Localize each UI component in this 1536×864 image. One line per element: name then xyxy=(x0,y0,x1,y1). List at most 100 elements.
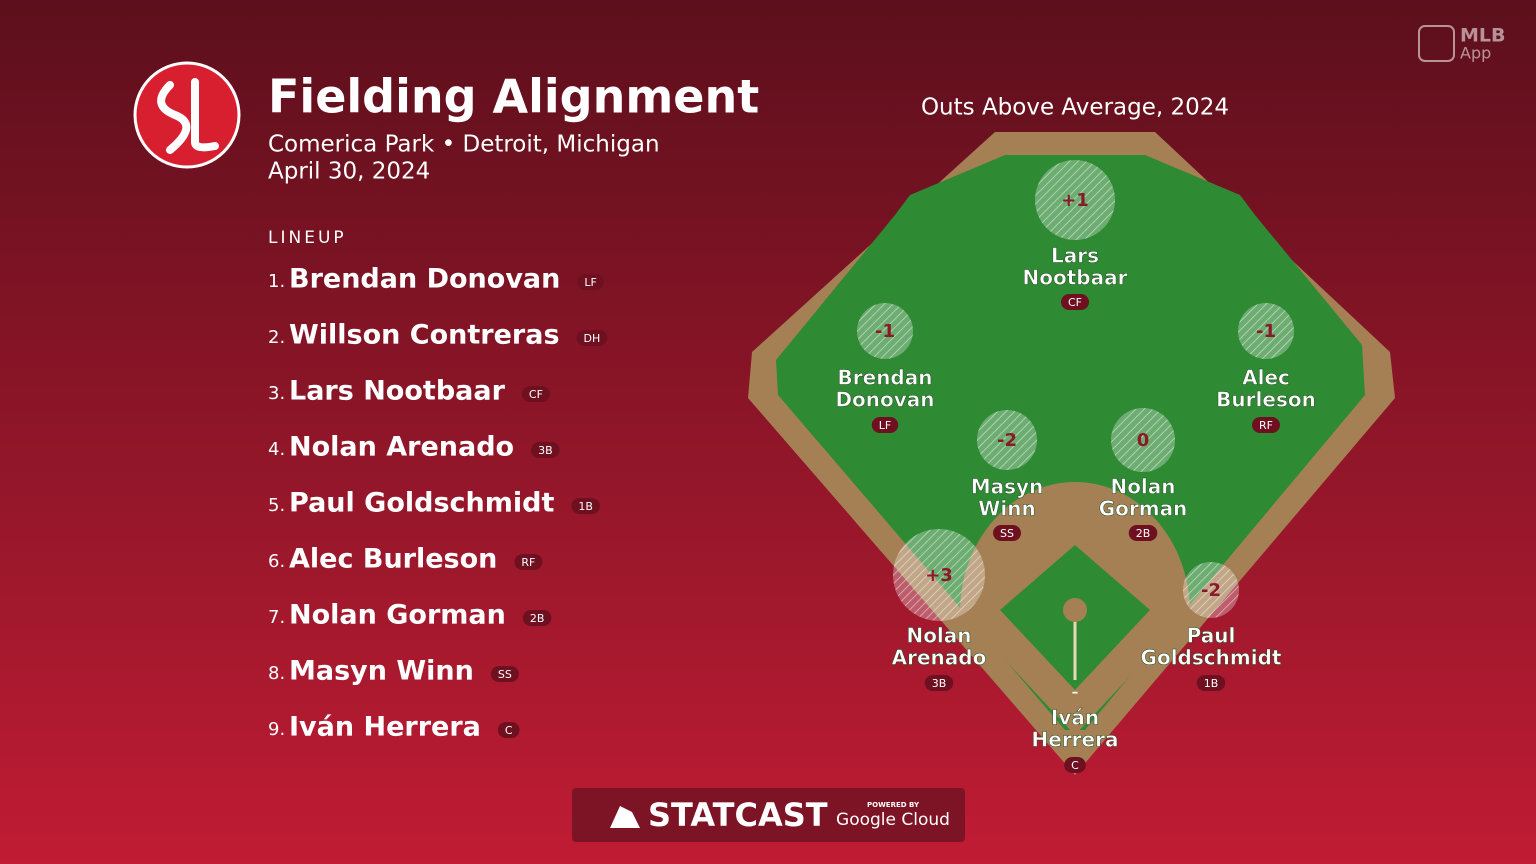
position-badge-text: 3B xyxy=(932,677,947,690)
lineup-order: 2. xyxy=(268,327,285,348)
lineup-order: 6. xyxy=(268,551,285,572)
oaa-hatch xyxy=(1111,408,1175,472)
oaa-hatch xyxy=(1035,160,1115,240)
oaa-value: +1 xyxy=(1061,190,1089,211)
player-name: Nolan xyxy=(1110,475,1175,499)
position-badge-text: LF xyxy=(584,276,596,289)
position-badge-text: 1B xyxy=(1204,677,1219,690)
oaa-hatch xyxy=(977,410,1037,470)
lineup-order: 3. xyxy=(268,383,285,404)
statcast: STATCAST xyxy=(648,796,828,834)
lineup-name: Nolan Arenado xyxy=(289,432,514,463)
position-badge xyxy=(993,525,1021,541)
footer-badge: STATCAST POWERED BY Google Cloud xyxy=(572,788,965,842)
position-badge xyxy=(571,498,600,514)
position-badge-text: RF xyxy=(521,556,535,569)
oaa-value: -1 xyxy=(1256,321,1276,342)
position-badge xyxy=(490,666,519,682)
oaa-value: -2 xyxy=(1201,580,1221,601)
player-name: Donovan xyxy=(835,388,934,412)
field xyxy=(748,132,1395,775)
player-name: Brendan xyxy=(838,366,933,390)
app-line2: App xyxy=(1460,44,1491,63)
player-name: Arenado xyxy=(892,646,987,670)
position-badge xyxy=(1060,294,1090,310)
app-line1: MLB xyxy=(1460,25,1506,47)
lineup-name: Nolan Gorman xyxy=(289,600,506,631)
lineup-order: 9. xyxy=(268,719,285,740)
lineup-name: Masyn Winn xyxy=(289,656,474,687)
position-badge xyxy=(1252,417,1280,433)
position-badge-text: CF xyxy=(529,388,543,401)
position-badge-text: RF xyxy=(1259,419,1273,432)
player-name: Goldschmidt xyxy=(1141,646,1282,670)
google-cloud: Google Cloud xyxy=(836,810,950,830)
position-badge-text: CF xyxy=(1068,296,1082,309)
oaa-hatch xyxy=(893,529,985,621)
title: Fielding Alignment xyxy=(268,70,759,124)
position-badge-text: DH xyxy=(584,332,601,345)
lineup-order: 7. xyxy=(268,607,285,628)
position-badge-text: C xyxy=(1071,759,1079,772)
oaa-value: -2 xyxy=(997,430,1017,451)
position-badge xyxy=(522,610,552,626)
lineup: 1. Brendan Donovan LF 2. Willson Contreras DH… xyxy=(268,264,608,743)
position-badge-text: C xyxy=(505,724,513,737)
oaa-hatch xyxy=(1183,562,1239,618)
position-badge-text: 3B xyxy=(538,444,553,457)
player-name: Iván xyxy=(1051,706,1099,730)
player-name: Burleson xyxy=(1216,388,1316,412)
position-badge-text: SS xyxy=(498,668,512,681)
player-name: Paul xyxy=(1187,624,1236,648)
oaa-value: +3 xyxy=(925,565,953,586)
position-badge xyxy=(514,554,543,570)
lineup-name: Brendan Donovan xyxy=(289,264,560,295)
position-badge xyxy=(1128,525,1158,541)
lineup-name: Iván Herrera xyxy=(289,712,481,743)
position-badge xyxy=(521,386,550,402)
oaa-value: – xyxy=(1072,686,1079,701)
player-name: Winn xyxy=(978,497,1035,521)
position-badge xyxy=(577,274,604,290)
position-badge xyxy=(531,442,560,458)
position-badge-text: SS xyxy=(1000,527,1014,540)
lineup-order: 8. xyxy=(268,663,285,684)
player-name: Herrera xyxy=(1032,728,1119,752)
player-name: Masyn xyxy=(971,475,1044,499)
field-title: Outs Above Average, 2024 xyxy=(921,95,1229,121)
lineup-order: 4. xyxy=(268,439,285,460)
lineup-label: LINEUP xyxy=(268,228,347,248)
position-badge xyxy=(576,330,608,346)
position-badge xyxy=(1064,757,1086,773)
player-name: Nootbaar xyxy=(1023,266,1128,290)
venue: Comerica Park • Detroit, Michigan xyxy=(268,132,660,158)
position-badge xyxy=(871,417,899,433)
oaa-value: 0 xyxy=(1137,430,1150,451)
position-badge xyxy=(1196,675,1226,691)
player-name: Nolan xyxy=(906,624,971,648)
player-name: Lars xyxy=(1051,244,1099,268)
lineup-name: Alec Burleson xyxy=(289,544,497,575)
app-badge: MLB App xyxy=(1418,25,1506,63)
oaa-hatch xyxy=(1238,303,1294,359)
position-badge-text: 2B xyxy=(1136,527,1151,540)
lineup-order: 1. xyxy=(268,271,285,292)
position-badge-text: 1B xyxy=(578,500,593,513)
position-badge xyxy=(497,722,520,738)
date: April 30, 2024 xyxy=(268,159,430,185)
position-badge xyxy=(924,675,954,691)
powered-by: POWERED BY xyxy=(867,801,920,809)
player-name: Gorman xyxy=(1099,497,1188,521)
position-badge-text: 2B xyxy=(530,612,545,625)
oaa-value: -1 xyxy=(875,321,895,342)
lineup-name: Lars Nootbaar xyxy=(289,376,506,407)
position-badge-text: LF xyxy=(879,419,891,432)
team-logo xyxy=(133,61,241,169)
oaa-hatch xyxy=(857,303,913,359)
lineup-name: Willson Contreras xyxy=(289,320,560,351)
lineup-order: 5. xyxy=(268,495,285,516)
lineup-name: Paul Goldschmidt xyxy=(289,488,554,519)
player-name: Alec xyxy=(1242,366,1290,390)
